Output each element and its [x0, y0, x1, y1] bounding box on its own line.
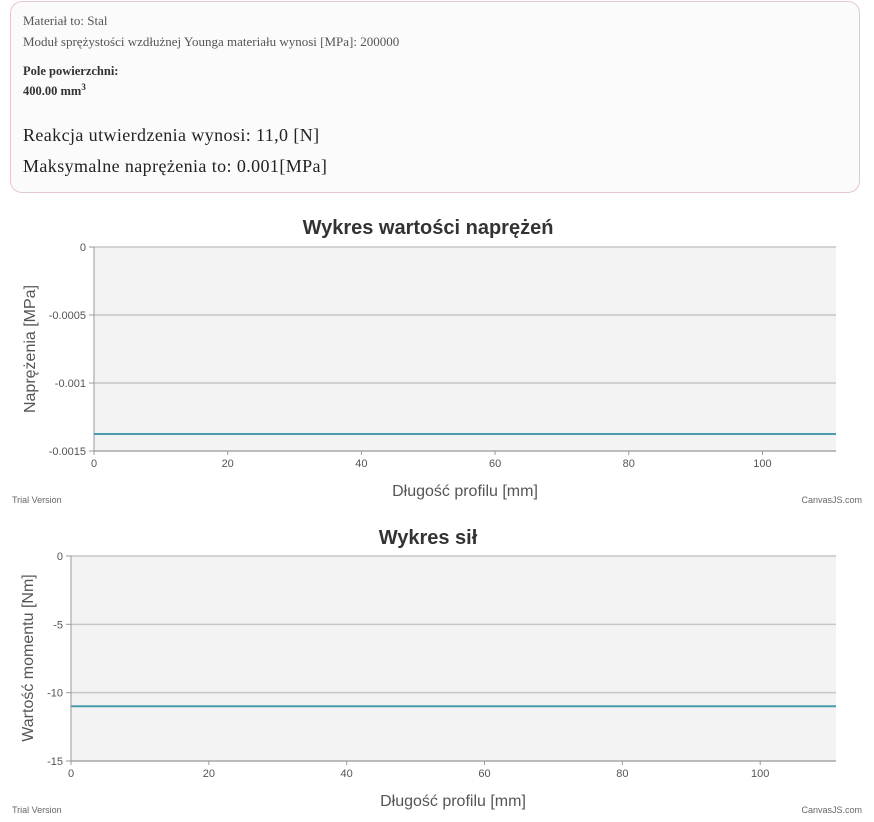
stress-y-tick-label: -0.0015: [49, 446, 86, 458]
force-x-tick-label: 40: [341, 768, 353, 780]
canvasjs-credit: CanvasJS.com: [801, 495, 862, 505]
trial-version-label: Trial Version: [12, 805, 62, 815]
stress-y-tick-label: -0.001: [55, 378, 86, 390]
force-x-tick-label: 60: [478, 768, 490, 780]
area-value: 400.00 mm3: [23, 82, 86, 99]
stress-chart-xlabel: Długość profilu [mm]: [392, 483, 538, 500]
force-y-tick-label: -15: [47, 756, 63, 768]
reaction-text: Reakcja utwierdzenia wynosi: 11,0 [N]: [23, 125, 320, 145]
stress-x-tick-label: 20: [222, 458, 234, 470]
force-plot-area: [71, 556, 836, 761]
modulus-text: Moduł sprężystości wzdłużnej Younga mate…: [23, 34, 400, 49]
force-x-tick-label: 100: [751, 768, 769, 780]
stress-chart-title: Wykres wartości naprężeń: [303, 217, 554, 239]
stress-plot: 0 -0.0005 -0.001 -0.0015 0 20 40 60 80 100: [49, 242, 836, 470]
stress-chart: Wykres wartości naprężeń Długość profilu…: [0, 207, 874, 509]
material-text: Materiał to: Stal: [23, 13, 108, 28]
stress-chart-ylabel: Naprężenia [MPa]: [22, 285, 39, 413]
area-label: Pole powierzchni:: [23, 64, 119, 78]
stress-y-tick-label: -0.0005: [49, 310, 86, 322]
force-x-tick-label: 0: [68, 768, 74, 780]
force-x-tick-label: 80: [616, 768, 628, 780]
stress-chart-svg: Wykres wartości naprężeń Długość profilu…: [12, 217, 862, 505]
canvasjs-credit: CanvasJS.com: [801, 805, 862, 815]
force-chart-title: Wykres sił: [379, 527, 478, 549]
info-panel: Materiał to: Stal Moduł sprężystości wzd…: [10, 1, 860, 193]
stress-x-tick-label: 80: [623, 458, 635, 470]
stress-plot-area: [94, 247, 836, 451]
force-plot: 0 -5 -10 -15 0 20 40 60 80 100: [47, 551, 836, 780]
area-unit-exponent: 3: [81, 82, 86, 92]
force-x-tick-label: 20: [203, 768, 215, 780]
trial-version-label: Trial Version: [12, 495, 62, 505]
stress-x-tick-label: 60: [489, 458, 501, 470]
force-y-tick-label: 0: [57, 551, 63, 563]
force-chart: Wykres sił Długość profilu [mm] Wartość …: [0, 518, 874, 817]
force-chart-ylabel: Wartość momentu [Nm]: [20, 574, 37, 741]
force-y-tick-label: -10: [47, 688, 63, 700]
area-value-text: 400.00 mm: [23, 84, 82, 99]
force-chart-svg: Wykres sił Długość profilu [mm] Wartość …: [12, 527, 862, 815]
stress-y-tick-label: 0: [80, 242, 86, 254]
force-y-tick-label: -5: [53, 619, 63, 631]
max-stress-text: Maksymalne naprężenia to: 0.001[MPa]: [23, 156, 328, 176]
stress-x-tick-label: 100: [753, 458, 771, 470]
stress-x-tick-label: 40: [355, 458, 367, 470]
force-chart-xlabel: Długość profilu [mm]: [380, 793, 526, 810]
stress-x-tick-label: 0: [91, 458, 97, 470]
